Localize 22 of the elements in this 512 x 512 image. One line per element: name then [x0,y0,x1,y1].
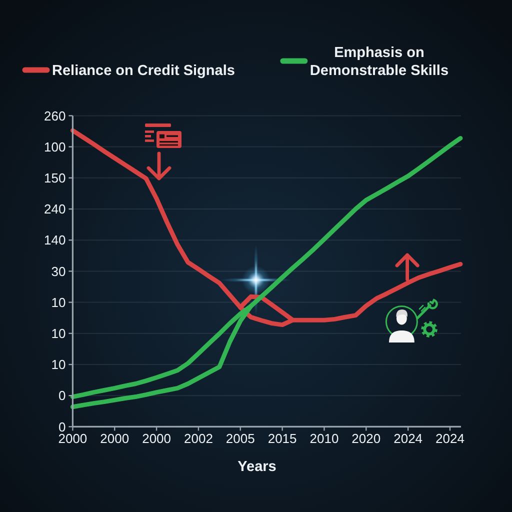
x-tick-label: 2020 [352,430,381,446]
x-tick-label: 2005 [226,430,255,446]
x-axis-title: Years [238,459,276,475]
x-tick-label: 2015 [268,430,297,446]
text: 30 [51,264,66,279]
text: 140 [44,232,66,248]
x-tick-label: 2000 [100,430,130,446]
legend-label: Reliance on Credit Signals [52,63,235,79]
text: 0 [58,388,66,404]
text: 100 [44,139,66,154]
text: 10 [51,326,66,341]
text: 260 [44,108,66,124]
text: 10 [51,357,66,372]
text: 10 [51,294,66,310]
text: 240 [44,202,66,217]
x-tick-label: 2024 [394,430,423,446]
x-tick-label: 2024 [436,430,464,446]
x-tick-label: 2002 [184,430,213,446]
text: 150 [44,170,66,186]
x-tick-label: 2000 [142,430,171,446]
legend-label: Emphasis on Demonstrable Skills [310,45,449,79]
x-tick-label: 2010 [310,430,339,446]
